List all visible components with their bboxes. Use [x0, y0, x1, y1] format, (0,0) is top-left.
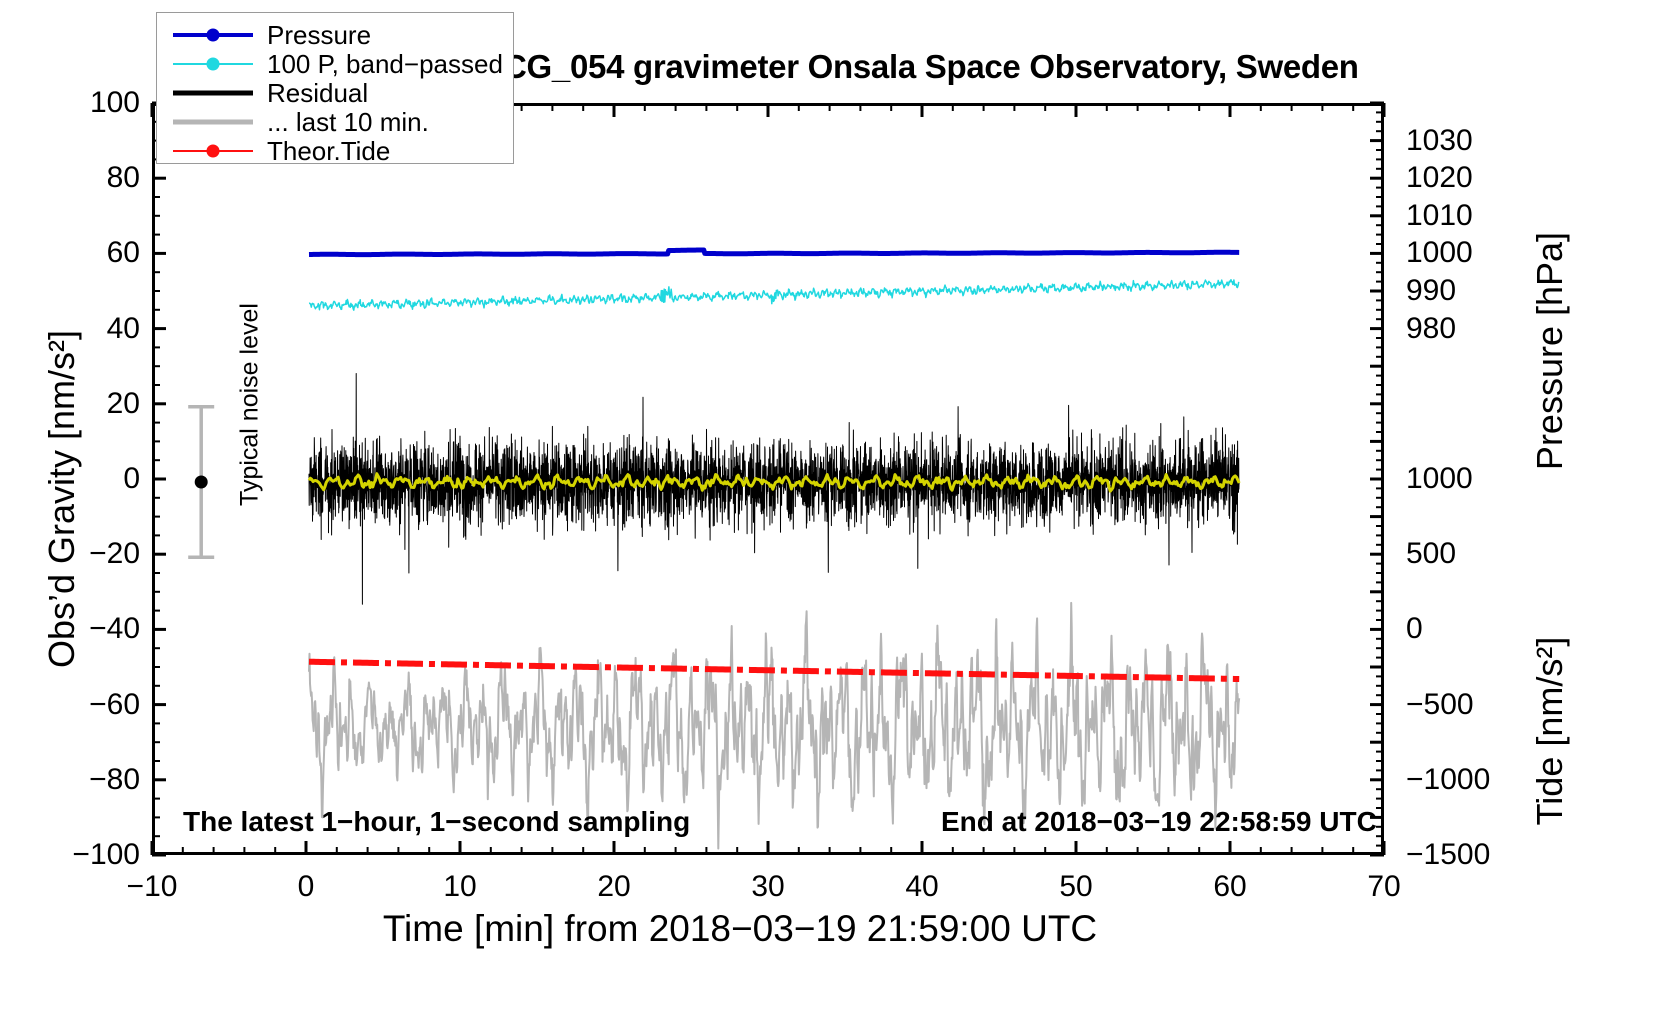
- legend-swatch-3: [169, 108, 257, 136]
- legend-label-2: Residual: [267, 77, 369, 108]
- legend-marker-icon: [206, 28, 220, 42]
- legend-swatch-2: [169, 79, 257, 107]
- x-tick-3: 20: [597, 870, 631, 903]
- y-tick-left-3: 40: [106, 311, 140, 345]
- legend-marker-icon: [206, 57, 220, 71]
- legend-swatch-0: [169, 21, 257, 49]
- y-axis-left-title: Obs’d Gravity [nm/s²]: [41, 329, 82, 669]
- legend-swatch-4: [169, 137, 257, 165]
- trace-last-10-min: [308, 601, 1241, 850]
- x-tick-6: 50: [1059, 870, 1093, 903]
- data-traces: [188, 247, 1241, 850]
- y-tick-tide-4: −1000: [1406, 762, 1491, 796]
- y-tick-pressure-3: 1000: [1406, 236, 1473, 270]
- legend-item-1[interactable]: 100 P, band−passed: [157, 48, 513, 79]
- legend-item-4[interactable]: Theor.Tide: [157, 135, 513, 166]
- y-tick-left-0: 100: [89, 86, 140, 119]
- x-tick-5: 40: [905, 870, 939, 903]
- chart-title: SCG_054 gravimeter Onsala Space Observat…: [481, 48, 1359, 85]
- y-tick-pressure-4: 990: [1406, 274, 1457, 307]
- legend-label-0: Pressure: [267, 19, 372, 50]
- trace-residual-smoothed: [307, 472, 1241, 493]
- y-tick-left-10: −100: [72, 838, 140, 871]
- y-tick-left-5: 0: [123, 462, 140, 495]
- x-tick-8: 70: [1367, 870, 1401, 903]
- y-axis-pressure-title: Pressure [hPa]: [1529, 231, 1570, 471]
- legend-line-icon: [173, 90, 253, 96]
- x-tick-7: 60: [1213, 870, 1247, 903]
- y-tick-pressure-1: 1020: [1406, 161, 1473, 195]
- legend-marker-icon: [206, 144, 220, 158]
- y-tick-tide-5: −1500: [1406, 838, 1491, 871]
- legend-line-icon: [173, 119, 253, 125]
- legend-label-3: ... last 10 min.: [267, 106, 429, 137]
- y-tick-left-1: 80: [106, 161, 140, 195]
- legend-item-3[interactable]: ... last 10 min.: [157, 106, 513, 137]
- noise-level-label: Typical noise level: [235, 303, 264, 506]
- legend-item-2[interactable]: Residual: [157, 77, 513, 108]
- y-axis-tide-title: Tide [nm/s²]: [1529, 636, 1570, 826]
- noise-level-errorbar: [188, 405, 215, 559]
- y-tick-left-4: 20: [106, 386, 140, 420]
- x-tick-1: 0: [297, 870, 315, 903]
- legend-swatch-1: [169, 50, 257, 78]
- trace-pressure: [307, 247, 1241, 258]
- x-tick-0: −10: [126, 870, 178, 903]
- y-tick-left-8: −60: [89, 687, 140, 721]
- bottom-left-note: The latest 1−hour, 1−second sampling: [183, 806, 691, 837]
- y-tick-tide-1: 500: [1406, 537, 1457, 571]
- bottom-right-note: End at 2018−03−19 22:58:59 UTC: [941, 806, 1377, 837]
- trace-residual: [308, 372, 1240, 605]
- x-axis-title: Time [min] from 2018−03−19 21:59:00 UTC: [382, 908, 1098, 949]
- y-tick-tide-0: 1000: [1406, 462, 1473, 495]
- y-tick-tide-2: 0: [1406, 612, 1423, 646]
- legend-label-1: 100 P, band−passed: [267, 48, 503, 79]
- chart-legend[interactable]: Pressure 100 P, band−passed Residual... la…: [156, 12, 514, 166]
- noise-level-center-dot: [194, 475, 208, 489]
- y-tick-left-2: 60: [106, 236, 140, 270]
- legend-item-0[interactable]: Pressure: [157, 19, 513, 50]
- y-tick-left-7: −40: [89, 612, 140, 646]
- trace-theoretical-tide: [308, 658, 1240, 683]
- legend-label-4: Theor.Tide: [267, 135, 391, 166]
- y-tick-left-6: −20: [89, 537, 140, 571]
- x-tick-4: 30: [751, 870, 785, 903]
- y-tick-pressure-5: 980: [1406, 311, 1457, 345]
- trace-pressure-bandpassed: [308, 279, 1240, 311]
- plot-area: [152, 103, 1384, 855]
- y-tick-left-9: −80: [89, 762, 140, 796]
- y-tick-pressure-2: 1010: [1406, 198, 1473, 232]
- y-tick-pressure-0: 1030: [1406, 123, 1473, 157]
- x-tick-2: 10: [443, 870, 477, 903]
- y-tick-tide-3: −500: [1406, 687, 1474, 721]
